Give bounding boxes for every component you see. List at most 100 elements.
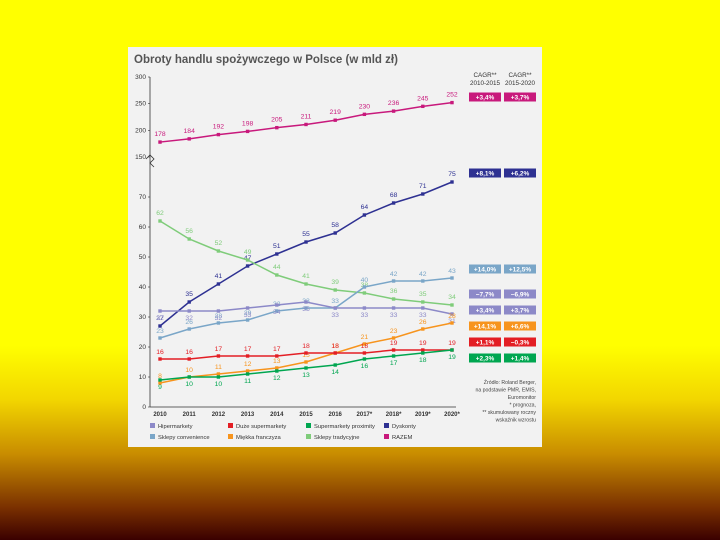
data-point — [158, 357, 162, 361]
data-point — [421, 300, 425, 304]
data-label: 11 — [244, 378, 251, 385]
data-label: 32 — [185, 315, 193, 322]
cagr-value: +3,4% — [476, 94, 495, 101]
data-point — [245, 318, 250, 322]
cagr-header-2-period: 2015-2020 — [505, 80, 536, 87]
source-line: ** skumulowany roczny — [482, 410, 536, 416]
data-label: 198 — [242, 120, 254, 127]
data-label: 230 — [359, 103, 371, 110]
data-point — [216, 282, 221, 286]
data-point — [421, 327, 425, 331]
series-lines: 1781841921982052112192302362452522735414… — [154, 92, 458, 391]
cagr-value: +6,6% — [511, 323, 530, 330]
y-tick-label: 200 — [135, 127, 146, 134]
data-label: 219 — [330, 109, 342, 116]
data-point — [275, 369, 279, 373]
data-point — [362, 357, 367, 361]
legend-swatch — [150, 434, 155, 439]
axes: 0 10 20 30 40 50 60 70 150 200 250 300 2010 2011 2012 2… — [135, 74, 460, 418]
y-tick-label: 70 — [139, 194, 147, 201]
legend-label: Duże supermarkety — [236, 424, 286, 430]
data-point — [158, 381, 162, 385]
data-label: 33 — [331, 312, 339, 319]
data-point — [304, 282, 308, 286]
data-label: 62 — [156, 210, 164, 217]
data-point — [245, 306, 250, 310]
data-label: 41 — [302, 273, 310, 280]
data-point — [158, 309, 162, 313]
data-label: 33 — [390, 312, 398, 319]
data-point — [333, 118, 337, 122]
cagr-badge — [504, 305, 536, 315]
legend-swatch — [228, 423, 233, 428]
cagr-value: +3,7% — [511, 94, 530, 101]
data-point — [421, 348, 425, 352]
cagr-badge — [469, 305, 501, 315]
chart-title: Obroty handlu spożywczego w Polsce (w ml… — [134, 54, 398, 66]
data-point — [333, 231, 337, 235]
data-label: 55 — [302, 231, 310, 238]
cagr-value: +12,5% — [509, 266, 531, 273]
data-point — [216, 249, 221, 253]
legend-swatch — [384, 423, 389, 428]
data-label: 8 — [158, 373, 162, 380]
data-label: 33 — [361, 312, 369, 319]
y-tick-label: 300 — [135, 74, 146, 81]
data-point — [187, 327, 191, 331]
data-label: 34 — [273, 309, 281, 316]
data-label: 42 — [390, 271, 398, 278]
x-tick-label: 2011 — [183, 412, 197, 418]
data-label: 18 — [302, 343, 310, 350]
data-point — [391, 297, 396, 301]
data-point — [245, 372, 250, 376]
data-point — [450, 348, 454, 352]
data-label: 33 — [244, 312, 252, 319]
data-label: 42 — [419, 271, 427, 278]
data-point — [216, 354, 221, 358]
data-label: 13 — [302, 372, 310, 379]
data-label: 51 — [273, 243, 281, 250]
data-point — [333, 288, 337, 292]
data-label: 68 — [390, 192, 398, 199]
legend: Hipermarkety Duże supermarkety Supermarket… — [150, 423, 416, 441]
data-label: 17 — [273, 346, 281, 353]
data-point — [421, 306, 425, 310]
x-tick-label: 2020* — [444, 412, 460, 418]
data-label: 10 — [215, 381, 223, 388]
data-point — [245, 264, 250, 268]
data-point — [450, 312, 454, 316]
data-label: 43 — [448, 268, 456, 275]
data-label: 11 — [215, 364, 222, 371]
legend-label: Hipermarkety — [158, 424, 193, 430]
legend-swatch — [228, 434, 233, 439]
x-tick-label: 2013 — [241, 412, 255, 418]
data-point — [158, 378, 162, 382]
data-label: 18 — [419, 357, 427, 364]
data-point — [391, 279, 396, 283]
data-label: 44 — [273, 264, 281, 271]
data-point — [391, 336, 396, 340]
x-tick-label: 2018* — [386, 412, 402, 418]
legend-label: Sklepy tradycyjne — [314, 435, 359, 441]
cagr-badge — [504, 264, 536, 274]
legend-swatch — [306, 434, 311, 439]
data-label: 26 — [419, 319, 427, 326]
source-line: * prognoza, — [509, 403, 536, 409]
data-label: 28 — [215, 313, 223, 320]
y-tick-label: 50 — [139, 254, 147, 261]
data-label: 19 — [448, 354, 456, 361]
cagr-badge — [469, 289, 501, 299]
data-point — [362, 306, 367, 310]
data-label: 13 — [273, 358, 281, 365]
data-label: 41 — [215, 273, 223, 280]
legend-label: RAZEM — [392, 435, 412, 441]
cagr-value: +1,4% — [511, 355, 530, 362]
x-tick-label: 2014 — [270, 412, 284, 418]
data-point — [304, 240, 308, 244]
cagr-badge — [469, 92, 501, 102]
data-point — [275, 366, 279, 370]
cagr-value: −6,9% — [511, 291, 530, 298]
data-point — [450, 180, 454, 184]
data-label: 16 — [156, 349, 164, 356]
cagr-value: +8,1% — [476, 170, 495, 177]
